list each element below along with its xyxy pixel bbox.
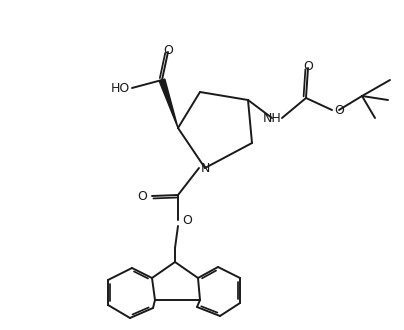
Text: O: O [334,104,344,116]
Text: O: O [303,59,313,73]
Polygon shape [159,79,178,128]
Text: O: O [163,44,173,56]
Text: O: O [182,214,192,226]
Text: O: O [137,189,147,203]
Text: N: N [200,161,210,175]
Text: NH: NH [263,112,281,124]
Text: HO: HO [111,82,130,94]
